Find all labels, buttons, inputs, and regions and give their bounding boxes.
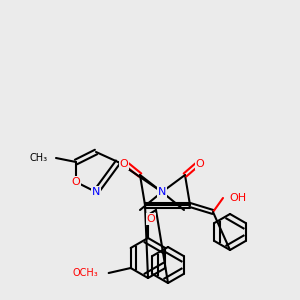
Text: OCH₃: OCH₃	[73, 268, 99, 278]
Text: OH: OH	[229, 193, 246, 203]
Text: N: N	[158, 187, 166, 197]
Text: O: O	[196, 159, 204, 169]
Text: N: N	[92, 187, 100, 197]
Text: O: O	[147, 214, 155, 224]
Text: O: O	[72, 177, 80, 187]
Text: O: O	[120, 159, 128, 169]
Text: CH₃: CH₃	[30, 153, 48, 163]
